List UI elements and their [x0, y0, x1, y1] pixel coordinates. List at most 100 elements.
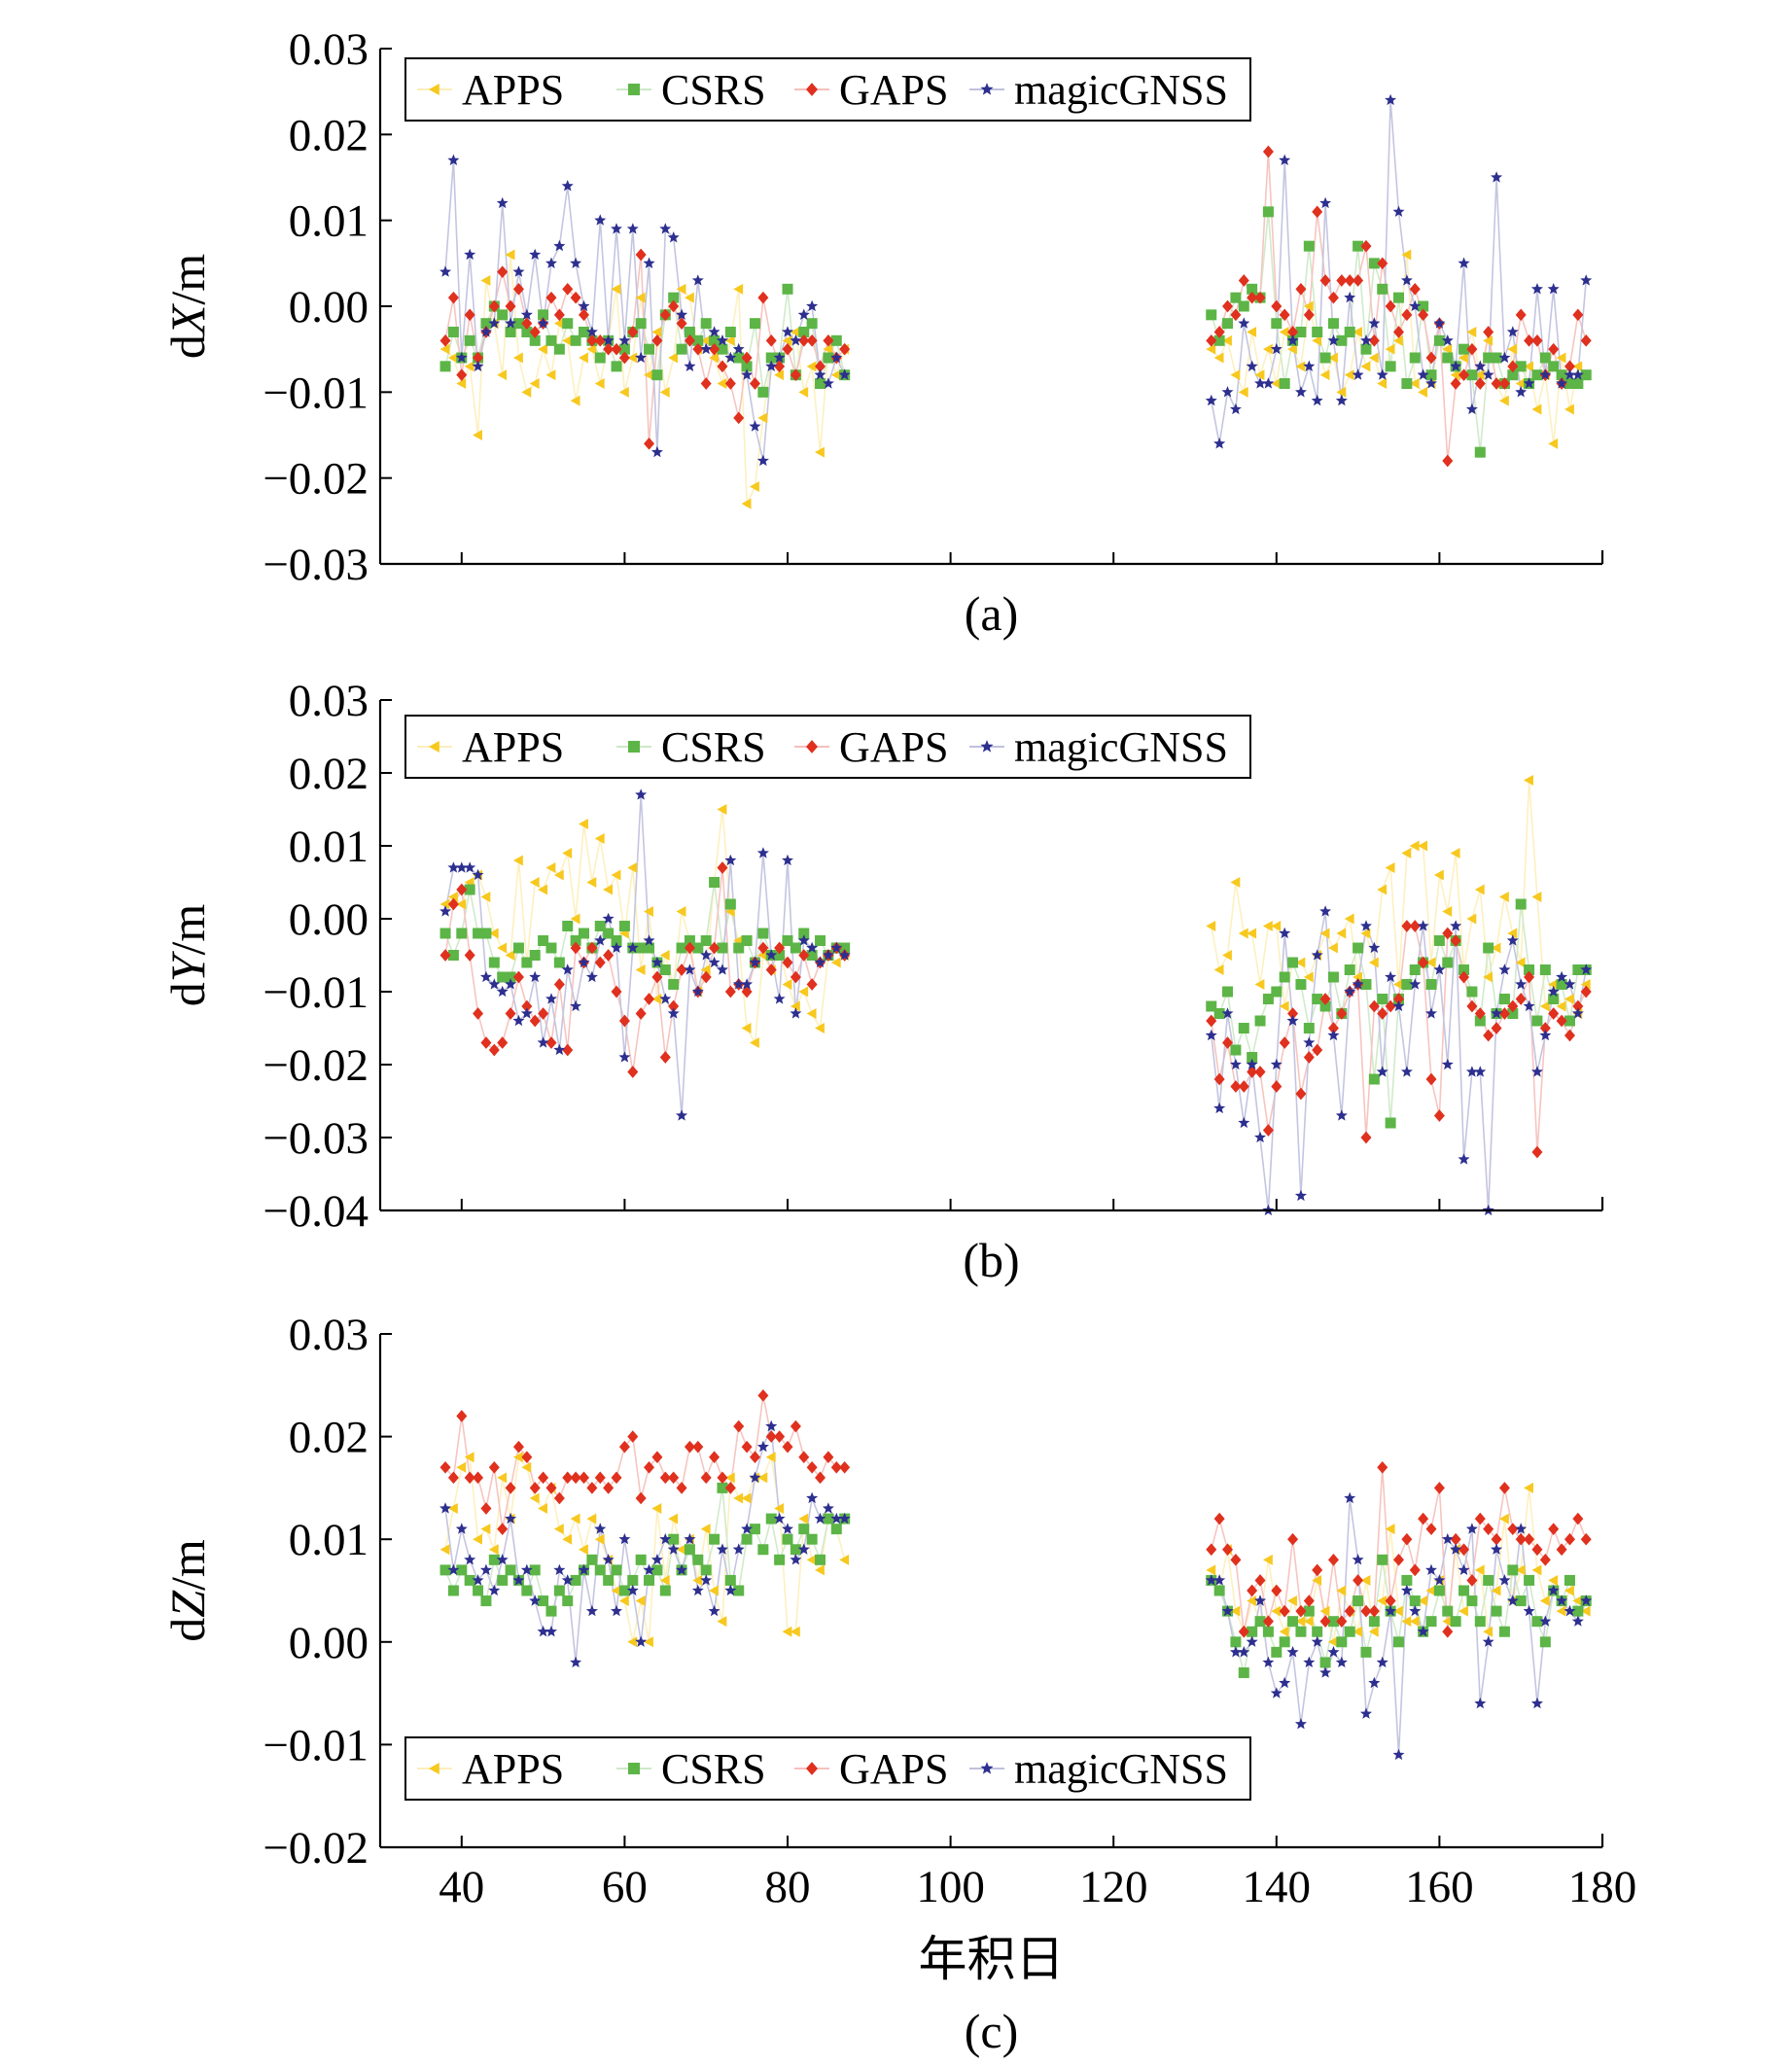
data-point-csrs	[1539, 1636, 1551, 1648]
data-point-apps	[757, 412, 768, 424]
data-point-magicgnss	[643, 257, 655, 268]
data-point-magicgnss	[585, 970, 598, 983]
data-point-apps	[505, 249, 515, 261]
data-point-apps	[1295, 1616, 1306, 1628]
data-point-apps	[839, 1554, 850, 1565]
data-point-gaps	[579, 1471, 589, 1485]
data-point-magicgnss	[635, 351, 648, 364]
data-point-magicgnss	[1311, 1635, 1323, 1647]
data-point-csrs	[830, 1524, 842, 1535]
data-point-csrs	[618, 921, 630, 931]
data-point-magicgnss	[602, 912, 615, 925]
data-point-gaps	[611, 985, 622, 998]
data-point-gaps	[749, 377, 760, 390]
data-point-apps	[464, 1452, 474, 1463]
data-point-apps	[1393, 979, 1403, 990]
data-point-gaps	[1312, 1563, 1323, 1577]
data-point-csrs	[512, 318, 524, 330]
data-point-gaps	[1491, 1532, 1502, 1546]
data-point-gaps	[798, 949, 810, 962]
data-point-csrs	[618, 343, 630, 355]
data-point-magicgnss	[488, 317, 501, 329]
data-point-csrs	[1385, 361, 1396, 372]
data-point-csrs	[1295, 979, 1307, 990]
data-point-magicgnss	[578, 299, 590, 312]
data-point-magicgnss	[1547, 283, 1560, 295]
data-point-magicgnss	[1303, 360, 1316, 371]
data-point-magicgnss	[1491, 171, 1503, 183]
data-point-csrs	[1368, 1073, 1380, 1085]
data-point-magicgnss	[611, 1604, 622, 1617]
data-point-gaps	[1491, 1022, 1502, 1034]
data-point-magicgnss	[488, 978, 501, 990]
data-point-apps	[618, 1595, 629, 1607]
data-point-apps	[1507, 928, 1518, 939]
y-tick-label: −0.03	[263, 540, 369, 590]
data-point-magicgnss	[650, 445, 663, 458]
data-point-csrs	[1409, 1595, 1421, 1607]
data-point-magicgnss	[1547, 1584, 1560, 1596]
data-point-magicgnss	[1530, 283, 1543, 295]
data-point-magicgnss	[1465, 403, 1478, 415]
data-point-gaps	[1507, 1523, 1519, 1535]
data-point-apps	[1254, 979, 1265, 990]
data-point-magicgnss	[1294, 386, 1307, 398]
data-point-gaps	[1548, 342, 1560, 356]
data-point-magicgnss	[1360, 334, 1372, 346]
data-point-gaps	[1531, 334, 1543, 347]
data-point-gaps	[1539, 1022, 1551, 1034]
data-point-magicgnss	[1286, 334, 1299, 346]
data-point-magicgnss	[618, 334, 631, 346]
y-axis-title-var: Y	[160, 950, 215, 982]
data-point-apps	[1442, 343, 1453, 355]
data-point-apps	[790, 1000, 800, 1012]
data-point-gaps	[1466, 342, 1478, 356]
y-tick-label: 0.01	[289, 1515, 369, 1565]
data-point-apps	[1442, 906, 1453, 917]
data-point-apps	[512, 352, 523, 364]
data-point-gaps	[1287, 326, 1299, 338]
data-point-csrs	[473, 928, 484, 939]
data-point-apps	[1319, 928, 1330, 939]
data-point-apps	[668, 352, 679, 364]
data-point-magicgnss	[797, 308, 810, 320]
data-point-apps	[1515, 957, 1526, 968]
data-point-gaps	[1247, 291, 1258, 304]
data-point-apps	[741, 1492, 752, 1504]
data-point-magicgnss	[1482, 1635, 1494, 1647]
legend-label-magicgnss: magicGNSS	[1014, 66, 1228, 114]
data-point-magicgnss	[822, 1502, 834, 1514]
data-point-apps	[790, 327, 800, 337]
data-point-gaps	[521, 317, 533, 330]
data-point-gaps	[1572, 1512, 1584, 1525]
legend-marker-apps	[429, 84, 439, 95]
y-axis-title-prefix: d	[160, 982, 215, 1006]
data-point-magicgnss	[822, 377, 834, 389]
data-point-csrs	[538, 1595, 549, 1607]
data-point-csrs	[1483, 1574, 1494, 1586]
data-point-gaps	[1401, 1532, 1413, 1546]
data-point-magicgnss	[496, 1554, 509, 1565]
data-point-magicgnss	[1474, 1066, 1487, 1077]
data-point-magicgnss	[455, 351, 468, 364]
data-point-csrs	[724, 1574, 736, 1586]
data-point-csrs	[1466, 1595, 1478, 1607]
data-point-csrs	[692, 942, 704, 954]
data-point-gaps	[627, 1066, 639, 1078]
data-point-gaps	[644, 438, 655, 450]
data-point-gaps	[1580, 1532, 1592, 1546]
data-point-csrs	[1474, 1616, 1486, 1628]
data-point-magicgnss	[1205, 394, 1217, 406]
data-point-gaps	[1344, 1604, 1355, 1618]
data-point-magicgnss	[1270, 342, 1283, 355]
data-point-magicgnss	[643, 1563, 655, 1575]
data-point-magicgnss	[570, 257, 582, 268]
data-point-csrs	[1206, 1000, 1217, 1012]
data-point-gaps	[505, 1482, 516, 1494]
data-point-csrs	[1425, 1616, 1437, 1628]
data-point-apps	[1360, 928, 1371, 939]
data-point-apps	[553, 318, 564, 330]
data-point-csrs	[1433, 334, 1445, 346]
data-point-magicgnss	[529, 1594, 542, 1606]
